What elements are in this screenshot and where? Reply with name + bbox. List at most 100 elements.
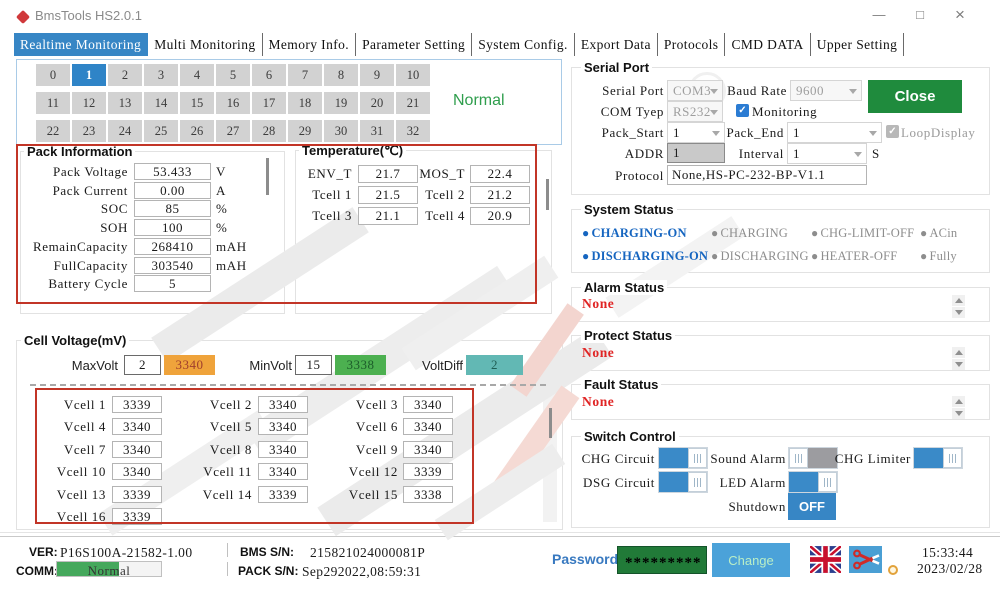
toggle-sound-alarm[interactable] [788, 447, 838, 469]
pack-cell-19[interactable]: 19 [324, 92, 358, 114]
tab-multi-monitoring[interactable]: Multi Monitoring [148, 33, 263, 56]
pack-cell-9[interactable]: 9 [360, 64, 394, 86]
pack-cell-25[interactable]: 25 [144, 120, 178, 142]
pack-cell-31[interactable]: 31 [360, 120, 394, 142]
temperature-title: Temperature(℃) [299, 143, 407, 158]
voltdiff-value: 2 [466, 355, 523, 375]
pack-cell-16[interactable]: 16 [216, 92, 250, 114]
clock-date: 2023/02/28 [917, 561, 983, 576]
pack-info-row-value: 53.433 [134, 163, 211, 180]
fault-status-scroll-down-button[interactable] [952, 408, 965, 419]
serial-port-select[interactable]: COM3 [667, 80, 723, 101]
protect-status-scroll-up-button[interactable] [952, 347, 965, 358]
temperature-value: 21.5 [358, 186, 418, 204]
addr-input[interactable]: 1 [667, 143, 725, 163]
chevron-down-icon [849, 89, 857, 98]
tab-export-data[interactable]: Export Data [574, 33, 658, 56]
toggle-chg-circuit[interactable] [658, 447, 708, 469]
pack-cell-28[interactable]: 28 [252, 120, 286, 142]
tab-realtime-monitoring[interactable]: Realtime Monitoring [14, 33, 149, 56]
vcell-label: Vcell 4 [63, 419, 106, 434]
comm-progress-fill [57, 562, 119, 576]
pack-cell-2[interactable]: 2 [108, 64, 142, 86]
pack-end-select[interactable]: 1 [787, 122, 882, 143]
toggle-dsg-circuit[interactable] [658, 471, 708, 493]
baud-rate-select[interactable]: 9600 [790, 80, 862, 101]
cell-voltage-scrollbar-thumb[interactable] [549, 408, 552, 438]
pack-cell-0[interactable]: 0 [36, 64, 70, 86]
comm-label: COMM: [16, 564, 58, 578]
tab-parameter-setting[interactable]: Parameter Setting [356, 33, 473, 56]
pack-cell-1[interactable]: 1 [72, 64, 106, 86]
status-indicator: HEATER-OFF [811, 249, 897, 264]
uk-flag-icon[interactable] [808, 543, 843, 576]
monitoring-checkbox[interactable]: ✓ [736, 104, 749, 117]
alarm-status-scroll-up-button[interactable] [952, 295, 965, 306]
pack-info-scrollbar-thumb[interactable] [266, 158, 269, 195]
pack-cell-8[interactable]: 8 [324, 64, 358, 86]
close-button[interactable]: Close [868, 80, 962, 113]
pack-cell-23[interactable]: 23 [72, 120, 106, 142]
fault-status-title: Fault Status [581, 377, 662, 392]
tab-protocols[interactable]: Protocols [657, 33, 726, 56]
pack-cell-21[interactable]: 21 [396, 92, 430, 114]
toggle-led-alarm[interactable] [788, 471, 838, 493]
pack-cell-4[interactable]: 4 [180, 64, 214, 86]
fault-status-scroll-up-button[interactable] [952, 396, 965, 407]
pack-cell-7[interactable]: 7 [288, 64, 322, 86]
vcell-label: Vcell 12 [348, 464, 398, 479]
pack-cell-24[interactable]: 24 [108, 120, 142, 142]
protect-status-scroll-down-button[interactable] [952, 359, 965, 370]
com-type-select[interactable]: RS232 [667, 101, 723, 122]
pack-cell-30[interactable]: 30 [324, 120, 358, 142]
vcell-label: Vcell 7 [63, 442, 106, 457]
pack-cell-14[interactable]: 14 [144, 92, 178, 114]
pack-cell-11[interactable]: 11 [36, 92, 70, 114]
protocol-input[interactable]: None,HS-PC-232-BP-V1.1 [667, 165, 867, 185]
grip-icon [697, 477, 698, 487]
pack-info-row-unit: % [216, 201, 228, 216]
status-indicator: CHARGING [711, 226, 788, 241]
clock-time: 15:33:44 [922, 545, 974, 560]
pack-cell-15[interactable]: 15 [180, 92, 214, 114]
minvolt-index: 15 [295, 355, 332, 375]
pack-cell-27[interactable]: 27 [216, 120, 250, 142]
scissors-flag-icon[interactable] [849, 546, 882, 573]
change-button[interactable]: Change [712, 543, 790, 577]
pack-cell-17[interactable]: 17 [252, 92, 286, 114]
pack-cell-6[interactable]: 6 [252, 64, 286, 86]
pack-cell-22[interactable]: 22 [36, 120, 70, 142]
pack-cell-18[interactable]: 18 [288, 92, 322, 114]
tab-cmd-data[interactable]: CMD DATA [725, 33, 811, 56]
pack-info-row-value: 100 [134, 219, 211, 236]
pack-start-select[interactable]: 1 [667, 122, 725, 143]
pack-sn-value: Sep292022,08:59:31 [302, 564, 422, 579]
protocol-label: Protocol [615, 168, 664, 183]
pack-cell-20[interactable]: 20 [360, 92, 394, 114]
pack-start-label: Pack_Start [601, 125, 664, 140]
loop-display-checkbox[interactable]: ✓ [886, 125, 899, 138]
pack-info-row-unit: % [216, 220, 228, 235]
alarm-status-scroll-down-button[interactable] [952, 307, 965, 318]
pack-cell-12[interactable]: 12 [72, 92, 106, 114]
pack-cell-29[interactable]: 29 [288, 120, 322, 142]
minimize-button[interactable]: — [872, 7, 886, 22]
pack-cell-3[interactable]: 3 [144, 64, 178, 86]
pack-cell-5[interactable]: 5 [216, 64, 250, 86]
pack-cell-13[interactable]: 13 [108, 92, 142, 114]
shutdown-button[interactable]: OFF [788, 493, 836, 520]
close-window-button[interactable]: × [955, 5, 965, 24]
pack-cell-26[interactable]: 26 [180, 120, 214, 142]
tab-memory-info[interactable]: Memory Info. [262, 33, 357, 56]
password-input[interactable]: ********* [617, 546, 707, 574]
maximize-button[interactable]: □ [916, 7, 924, 22]
tab-upper-setting[interactable]: Upper Setting [810, 33, 905, 56]
arrow-down-icon [954, 362, 963, 371]
interval-select[interactable]: 1 [787, 143, 867, 164]
toggle-chg-limiter[interactable] [913, 447, 963, 469]
status-indicator: Fully [920, 249, 957, 264]
temperature-scrollbar-thumb[interactable] [546, 179, 549, 210]
pack-cell-32[interactable]: 32 [396, 120, 430, 142]
tab-system-config[interactable]: System Config. [472, 33, 575, 56]
pack-cell-10[interactable]: 10 [396, 64, 430, 86]
